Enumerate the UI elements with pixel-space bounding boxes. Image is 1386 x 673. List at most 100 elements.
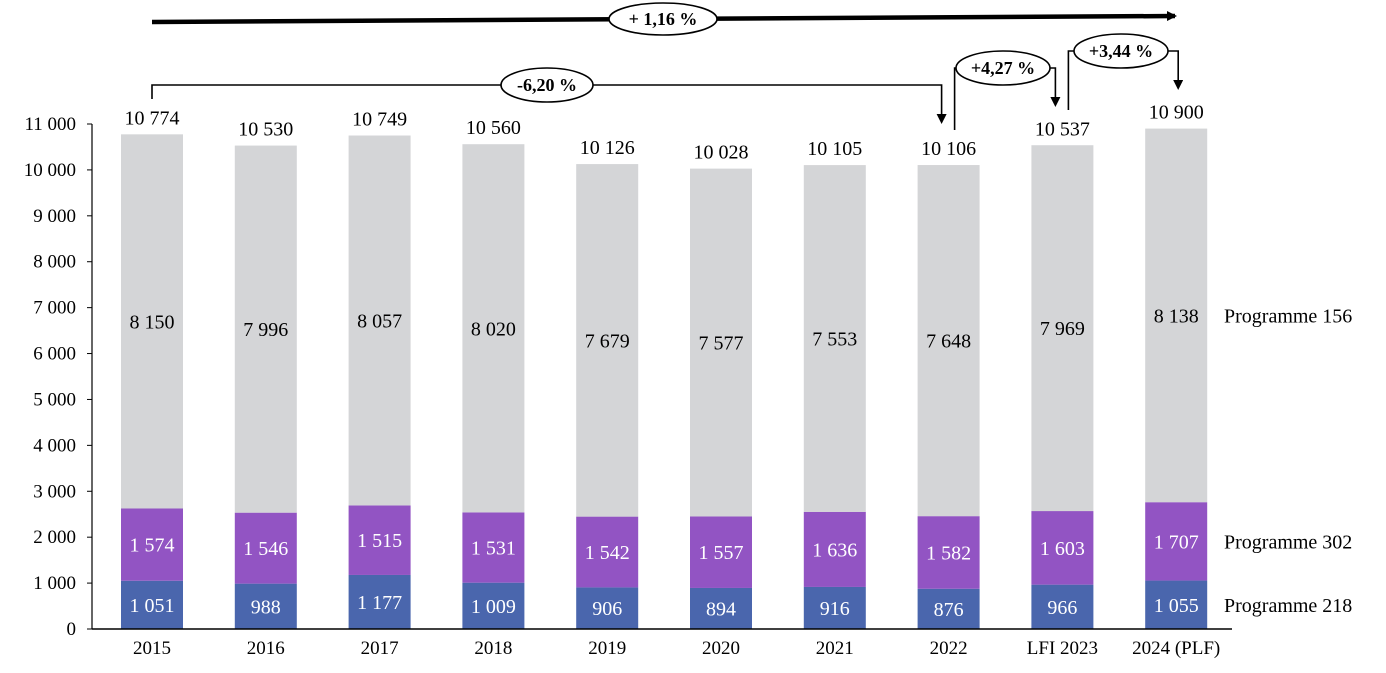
bar-stack-6: 916 1 636 7 553 10 105 [803, 138, 866, 629]
annotations: + 1,16 % -6,20 % +4,27 % +3,44 % [151, 2, 1184, 130]
data-label: 7 969 [1040, 318, 1085, 340]
data-label: 1 603 [1040, 538, 1085, 560]
total-label: 10 749 [352, 109, 407, 131]
data-label: 1 009 [471, 596, 516, 618]
data-label: 1 636 [812, 539, 857, 561]
bar-segment-programme-302 [1145, 502, 1208, 581]
total-label: 10 105 [807, 138, 862, 160]
y-tick-label: 8 000 [33, 252, 76, 273]
total-label: 10 106 [921, 138, 976, 160]
bar-segment-programme-302 [1031, 511, 1094, 585]
bar-segment-programme-156 [121, 134, 183, 509]
bar-segment-programme-302 [690, 516, 752, 588]
data-label: 1 707 [1154, 531, 1199, 553]
bar-stack-8: 966 1 603 7 969 10 537 [1031, 118, 1094, 629]
bar-stack-9: 1 055 1 707 8 138 10 900 [1145, 102, 1208, 629]
bar-segment-programme-156 [803, 165, 866, 512]
data-label: 1 515 [357, 530, 402, 552]
x-tick-label: 2021 [816, 638, 854, 659]
bar-segment-programme-156 [1145, 128, 1208, 503]
data-label: 1 582 [926, 542, 971, 564]
data-label: 7 577 [699, 333, 744, 355]
bar-segment-programme-156 [1031, 145, 1094, 512]
bar-segment-programme-218 [917, 588, 980, 629]
annotation-label: +4,27 % [971, 58, 1035, 78]
annotation-bubble [500, 67, 594, 103]
bar-stack-3: 1 009 1 531 8 020 10 560 [462, 117, 525, 629]
bar-segment-programme-218 [576, 587, 639, 629]
y-axis: 0 1 000 2 000 3 000 4 000 5 000 6 000 7 000 8 00… [24, 114, 93, 640]
data-label: 876 [934, 599, 964, 621]
bar-segment-programme-302 [917, 516, 980, 589]
data-label: 916 [820, 598, 850, 620]
annotation-bubble [955, 50, 1051, 86]
x-tick-label: 2022 [930, 638, 968, 659]
x-tick-label: LFI 2023 [1027, 638, 1098, 659]
bar-segment-programme-302 [348, 505, 411, 575]
total-label: 10 028 [694, 142, 749, 164]
bar-segment-programme-302 [462, 512, 525, 583]
y-tick-label: 2 000 [33, 527, 76, 548]
bar-stack-0: 1 051 1 574 8 150 10 774 [121, 107, 183, 629]
y-tick-label: 9 000 [33, 206, 76, 227]
x-tick-label: 2020 [702, 638, 740, 659]
data-label: 1 177 [357, 592, 402, 614]
x-axis: 2015 2016 2017 2018 2019 2020 2021 2022 LFI 2023… [92, 628, 1232, 659]
x-tick-label: 2017 [361, 638, 399, 659]
bar-stack-7: 876 1 582 7 648 10 106 [917, 138, 980, 629]
total-label: 10 900 [1149, 102, 1204, 124]
bar-stack-1: 988 1 546 7 996 10 530 [234, 119, 297, 629]
data-label: 1 546 [243, 538, 288, 560]
bar-segment-programme-302 [803, 511, 866, 587]
data-label: 1 055 [1154, 595, 1199, 617]
annotation-label: -6,20 % [517, 75, 577, 95]
x-tick-label: 2024 (PLF) [1132, 638, 1220, 659]
bar-segment-programme-156 [576, 164, 639, 517]
data-label: 8 138 [1154, 305, 1199, 327]
y-tick-label: 4 000 [33, 435, 76, 456]
y-tick-label: 5 000 [33, 389, 76, 410]
y-tick-label: 3 000 [33, 481, 76, 502]
y-tick-label: 6 000 [33, 344, 76, 365]
bar-stack-2: 1 177 1 515 8 057 10 749 [348, 109, 411, 629]
data-label: 7 996 [243, 319, 288, 341]
data-label: 1 557 [699, 542, 744, 564]
x-tick-label: 2016 [247, 638, 285, 659]
annotation-label: +3,44 % [1089, 41, 1153, 61]
data-label: 1 051 [130, 595, 175, 617]
total-label: 10 126 [580, 137, 635, 159]
legend-item: Programme 218 [1224, 595, 1352, 617]
annotation-bubble [1073, 33, 1169, 69]
data-label: 988 [251, 596, 281, 618]
bar-segment-programme-156 [690, 168, 752, 517]
data-label: 1 542 [585, 542, 630, 564]
data-label: 1 531 [471, 538, 516, 560]
bar-segment-programme-218 [348, 574, 411, 629]
bar-segment-programme-218 [121, 580, 183, 629]
bar-segment-programme-218 [1031, 584, 1094, 629]
bar-segment-programme-156 [462, 144, 525, 513]
annotation-bubble [608, 2, 718, 36]
y-tick-label: 10 000 [24, 160, 76, 181]
data-label: 7 648 [926, 331, 971, 353]
bar-segment-programme-302 [576, 516, 639, 588]
x-tick-label: 2015 [133, 638, 171, 659]
bar-segment-programme-302 [121, 508, 183, 581]
annotation-label: + 1,16 % [629, 9, 698, 29]
y-tick-label: 0 [67, 619, 77, 640]
y-tick-label: 1 000 [33, 573, 76, 594]
bar-segment-programme-156 [234, 145, 297, 513]
data-label: 7 679 [585, 330, 630, 352]
x-tick-label: 2019 [588, 638, 626, 659]
data-label: 8 150 [130, 311, 175, 333]
bar-stack-5: 894 1 557 7 577 10 028 [690, 142, 752, 629]
bar-segment-programme-156 [348, 135, 411, 506]
data-label: 8 057 [357, 310, 402, 332]
legend-item: Programme 302 [1224, 531, 1352, 553]
data-label: 7 553 [812, 328, 857, 350]
total-label: 10 560 [466, 117, 521, 139]
data-label: 966 [1047, 597, 1077, 619]
bar-stack-4: 906 1 542 7 679 10 126 [576, 137, 639, 629]
legend: Programme 218 Programme 302 Programme 156 [1224, 305, 1352, 616]
